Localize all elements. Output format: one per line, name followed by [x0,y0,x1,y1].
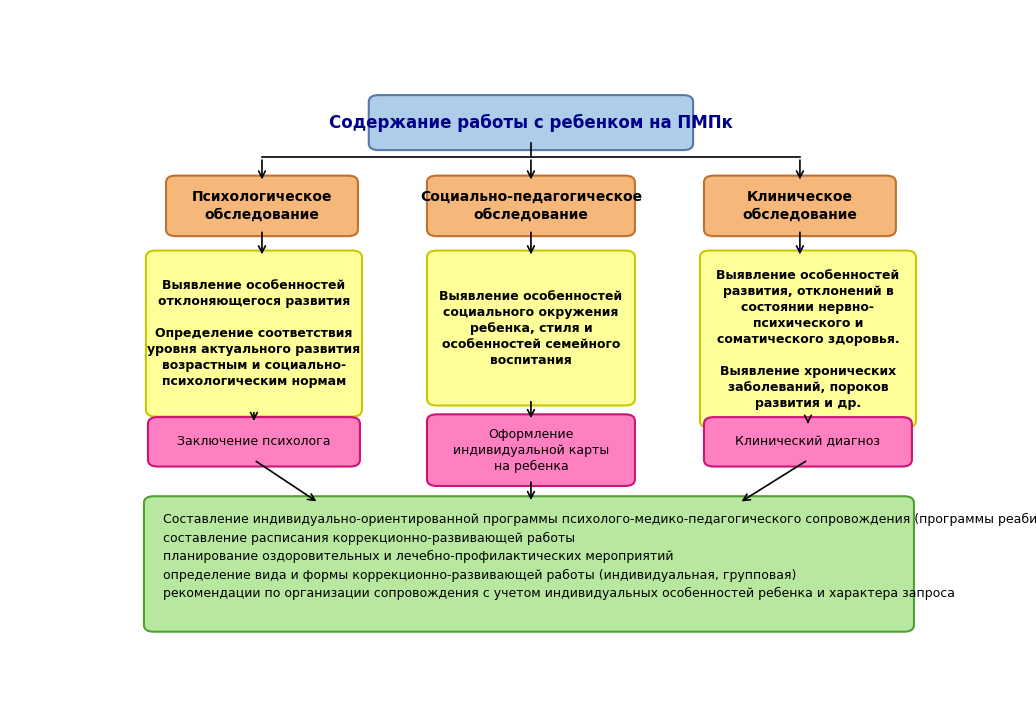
Text: Выявление особенностей
отклоняющегося развития

Определение соответствия
уровня : Выявление особенностей отклоняющегося ра… [147,279,361,388]
FancyBboxPatch shape [427,176,635,236]
Text: Социально-педагогическое
обследование: Социально-педагогическое обследование [420,190,642,221]
Text: Клиническое
обследование: Клиническое обследование [743,190,858,221]
Text: Психологическое
обследование: Психологическое обследование [192,190,333,221]
Text: Оформление
индивидуальной карты
на ребенка: Оформление индивидуальной карты на ребен… [453,428,609,473]
Text: Заключение психолога: Заключение психолога [177,435,330,448]
FancyBboxPatch shape [427,251,635,405]
FancyBboxPatch shape [700,251,916,428]
Text: Клинический диагноз: Клинический диагноз [736,435,881,448]
FancyBboxPatch shape [148,417,359,466]
FancyBboxPatch shape [704,176,896,236]
FancyBboxPatch shape [704,417,912,466]
Text: Составление индивидуально-ориентированной программы психолого-медико-педагогичес: Составление индивидуально-ориентированно… [164,513,1036,601]
FancyBboxPatch shape [369,95,693,150]
FancyBboxPatch shape [166,176,357,236]
FancyBboxPatch shape [144,496,914,632]
Text: Содержание работы с ребенком на ПМПк: Содержание работы с ребенком на ПМПк [329,113,732,132]
FancyBboxPatch shape [146,251,362,417]
Text: Выявление особенностей
социального окружения
ребенка, стиля и
особенностей семей: Выявление особенностей социального окруж… [439,290,623,366]
Text: Выявление особенностей
развития, отклонений в
состоянии нервно-
психического и
с: Выявление особенностей развития, отклоне… [716,269,899,410]
FancyBboxPatch shape [427,415,635,486]
